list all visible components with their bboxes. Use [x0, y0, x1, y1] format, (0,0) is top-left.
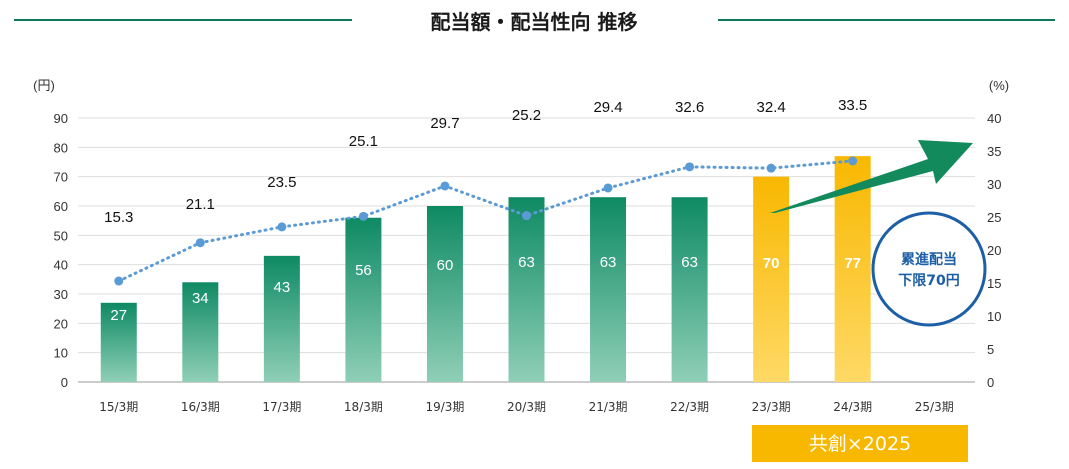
x-tick-label: 21/3期: [589, 400, 628, 414]
payout-ratio-label: 33.5: [838, 97, 867, 114]
payout-ratio-point: [358, 211, 368, 221]
y-right-tick-label: 5: [987, 342, 994, 357]
y-right-tick-label: 25: [987, 210, 1001, 225]
bar-value-label: 77: [844, 255, 861, 272]
bar-series: 27 34 43 56 60 63 63 63 70 77: [100, 156, 871, 382]
bar: [182, 282, 219, 382]
badge-line2: 下限70円: [898, 273, 959, 289]
x-tick-label: 24/3期: [833, 400, 872, 414]
y-right-axis: 0 5 10 15 20 25 30 35 40: [987, 111, 1001, 390]
x-tick-label: 22/3期: [670, 400, 709, 414]
payout-ratio-point: [766, 163, 776, 173]
x-tick-label: 19/3期: [425, 400, 464, 414]
y-right-tick-label: 35: [987, 144, 1001, 159]
payout-ratio-label: 29.7: [430, 115, 459, 132]
y-left-tick-label: 10: [54, 346, 68, 361]
x-tick-label: 16/3期: [181, 400, 220, 414]
payout-ratio-point: [440, 181, 450, 191]
bar: [590, 197, 627, 382]
payout-ratio-label: 23.5: [267, 174, 296, 191]
payout-ratio-label: 21.1: [186, 196, 215, 213]
bar-value-label: 56: [355, 262, 372, 279]
payout-ratio-point: [603, 183, 613, 193]
payout-ratio-point: [522, 211, 531, 221]
x-tick-label: 25/3期: [915, 400, 954, 414]
y-left-tick-label: 80: [54, 140, 68, 155]
bar-value-label: 63: [681, 254, 698, 271]
payout-ratio-point: [114, 276, 124, 286]
plan-banner-label: 共創×2025: [809, 433, 911, 455]
y-left-unit: (円): [33, 78, 55, 93]
x-axis: 15/3期 16/3期 17/3期 18/3期 19/3期 20/3期 21/3期 22/3期…: [99, 400, 953, 414]
y-left-tick-label: 40: [54, 258, 68, 273]
bar: [753, 176, 790, 382]
y-left-tick-label: 50: [54, 228, 68, 243]
bar: [426, 206, 463, 382]
payout-ratio-point: [195, 238, 205, 248]
payout-ratio-line: [117, 159, 855, 283]
bar-value-label: 43: [274, 279, 291, 296]
payout-ratio-point: [848, 156, 858, 166]
badge-line1: 累進配当: [901, 251, 957, 268]
bar-value-label: 60: [437, 257, 454, 274]
plan-banner: [752, 425, 968, 462]
payout-ratio-label: 15.3: [104, 209, 133, 226]
bar-value-label: 63: [600, 254, 617, 271]
y-right-tick-label: 30: [987, 177, 1001, 192]
y-right-tick-label: 0: [987, 375, 994, 390]
payout-ratio-point: [685, 162, 695, 172]
payout-ratio-label: 25.2: [512, 107, 541, 124]
payout-ratio-point: [277, 222, 287, 232]
bar-value-label: 27: [110, 307, 127, 324]
y-right-tick-label: 15: [987, 276, 1001, 291]
y-left-tick-label: 20: [54, 316, 68, 331]
y-left-tick-label: 30: [54, 287, 68, 302]
bar: [263, 255, 300, 382]
y-left-tick-label: 0: [61, 375, 68, 390]
payout-ratio-label: 25.1: [349, 133, 378, 150]
bar-value-label: 34: [192, 290, 209, 307]
bar: [100, 302, 137, 382]
x-tick-label: 23/3期: [752, 400, 791, 414]
x-tick-label: 15/3期: [99, 400, 138, 414]
bar: [671, 197, 708, 382]
y-right-tick-label: 10: [987, 309, 1001, 324]
progressive-dividend-badge: [871, 211, 987, 327]
growth-arrow: [770, 140, 973, 213]
bar-value-label: 63: [518, 254, 535, 271]
x-tick-label: 20/3期: [507, 400, 546, 414]
chart-title: 配当額・配当性向 推移: [431, 10, 638, 34]
x-tick-label: 17/3期: [262, 400, 301, 414]
payout-ratio-label: 29.4: [593, 99, 622, 116]
y-left-axis: 0 10 20 30 40 50 60 70 80 90: [54, 111, 68, 390]
y-left-tick-label: 60: [54, 199, 68, 214]
y-right-tick-label: 40: [987, 111, 1001, 126]
bar: [345, 217, 382, 382]
bar: [508, 197, 545, 382]
payout-ratio-series: 15.3 21.1 23.5 25.1 29.7 25.2 29.4 32.6 32.4 33.5: [104, 97, 867, 286]
bar-value-label: 70: [763, 255, 780, 272]
y-right-tick-label: 20: [987, 243, 1001, 258]
y-right-unit: (%): [989, 78, 1009, 93]
x-tick-label: 18/3期: [344, 400, 383, 414]
y-left-tick-label: 70: [54, 170, 68, 185]
y-left-tick-label: 90: [54, 111, 68, 126]
payout-ratio-label: 32.6: [675, 99, 704, 116]
payout-ratio-label: 32.4: [757, 99, 786, 116]
